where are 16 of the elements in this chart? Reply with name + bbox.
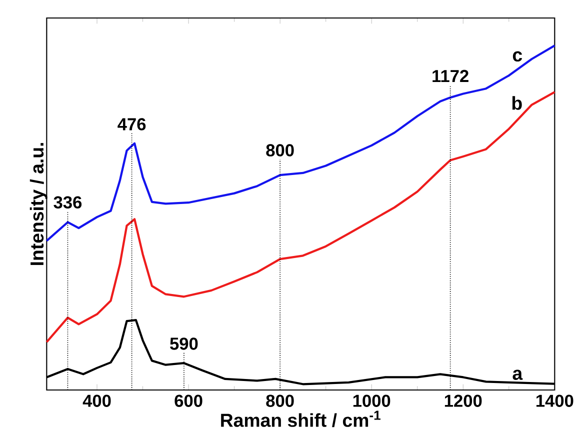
- ref-line-label: 476: [118, 118, 146, 130]
- x-tick-label: 400: [82, 394, 111, 407]
- series-label: b: [512, 96, 522, 110]
- x-tick-label: 800: [266, 394, 294, 407]
- x-axis-title: Raman shift / cm$^{-1}$: [221, 410, 380, 428]
- x-tick-label: 1200: [444, 394, 482, 407]
- ref-line-label: 590: [170, 338, 198, 350]
- ref-line-label: 800: [266, 144, 294, 156]
- series-label: c: [512, 51, 522, 62]
- x-tick-label: 1400: [536, 394, 574, 407]
- x-tick-label: 600: [174, 394, 202, 407]
- x-tick-label: 1000: [353, 394, 390, 407]
- y-axis-title: Intensity / a.u.: [30, 143, 48, 265]
- series-label: a: [512, 370, 523, 380]
- ref-line-label: 336: [54, 196, 82, 208]
- ref-line-label: 1172: [432, 70, 468, 82]
